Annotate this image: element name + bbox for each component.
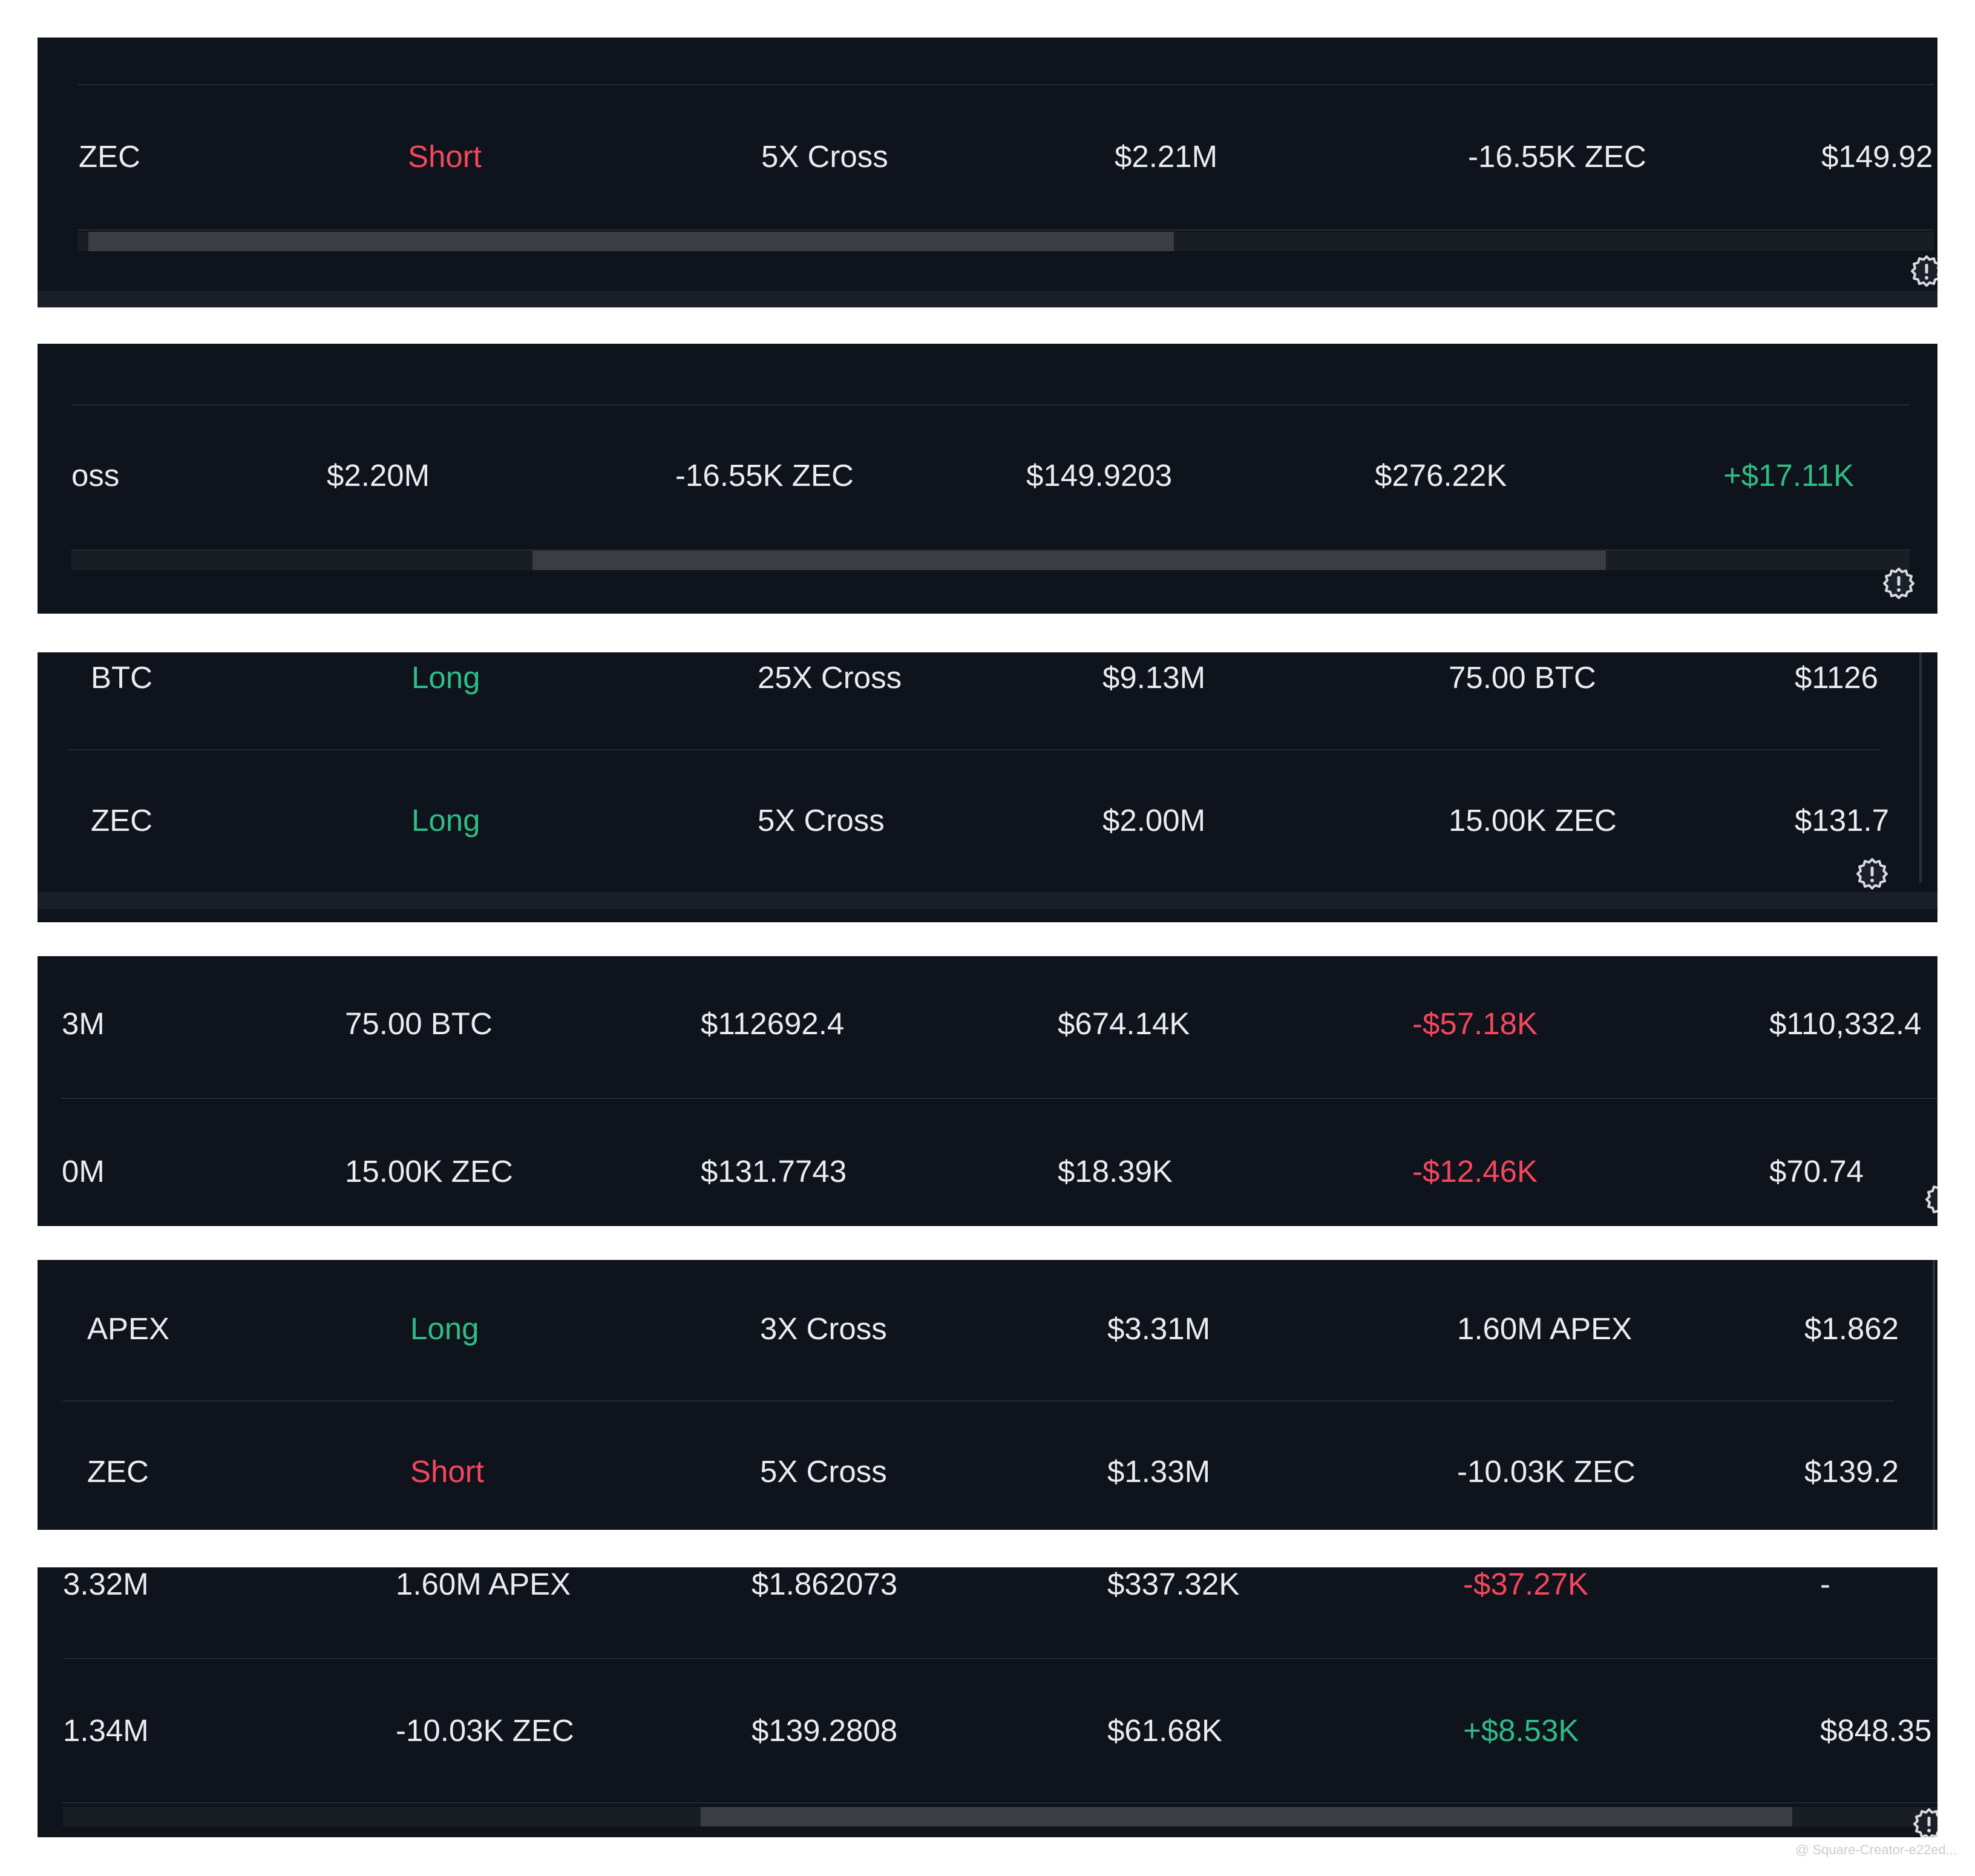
table-cell: Short <box>408 139 482 174</box>
table-cell: $337.32K <box>1107 1567 1240 1601</box>
table-cell: - <box>1820 1567 1830 1601</box>
table-cell: -$12.46K <box>1412 1154 1538 1189</box>
table-cell: Long <box>411 660 480 695</box>
table-cell: $1.862073 <box>752 1567 898 1601</box>
row-divider <box>67 749 1881 750</box>
row-divider <box>77 84 1934 85</box>
row-divider <box>77 229 1934 231</box>
table-cell: 3.32M <box>63 1567 149 1601</box>
positions-panel: ZEC Short 5X Cross $2.21M -16.55K ZEC $149.92 <box>38 38 1937 307</box>
row-divider <box>71 549 1910 551</box>
table-cell: Long <box>410 1311 479 1346</box>
panel-footer-strip <box>38 290 1937 307</box>
positions-panel: 3.32M 1.60M APEX $1.862073 $337.32K -$37.27K… <box>38 1567 1937 1837</box>
scrollbar-thumb[interactable] <box>88 232 1174 251</box>
table-cell: $1.862 <box>1804 1311 1899 1346</box>
table-cell: oss <box>71 458 120 493</box>
table-cell: $674.14K <box>1058 1006 1190 1041</box>
table-cell: 25X Cross <box>758 660 902 695</box>
table-cell: $1126 <box>1795 660 1879 695</box>
positions-panel: oss $2.20M -16.55K ZEC $149.9203 $276.22K +$1… <box>38 344 1937 614</box>
table-cell: $61.68K <box>1107 1713 1223 1748</box>
table-cell: $276.22K <box>1375 458 1507 493</box>
table-cell: 1.34M <box>63 1713 149 1748</box>
table-cell: $2.00M <box>1102 803 1206 838</box>
table-cell: -16.55K ZEC <box>675 458 854 493</box>
table-cell: +$17.11K <box>1723 458 1855 493</box>
positions-panel: BTC Long 25X Cross $9.13M 75.00 BTC $1126 ZEC L… <box>38 652 1937 922</box>
table-cell: $139.2808 <box>752 1713 898 1748</box>
table-cell: 1.60M APEX <box>396 1567 571 1601</box>
panel-footer-strip <box>38 892 1937 909</box>
table-cell: $149.9203 <box>1026 458 1173 493</box>
table-cell: $149.92 <box>1821 139 1933 174</box>
table-cell: 3M <box>62 1006 105 1041</box>
table-cell: -$57.18K <box>1412 1006 1538 1041</box>
table-cell: 15.00K ZEC <box>345 1154 513 1189</box>
table-cell: 5X Cross <box>758 803 885 838</box>
table-cell: -16.55K ZEC <box>1468 139 1646 174</box>
table-cell: 3X Cross <box>760 1311 887 1346</box>
table-cell: ZEC <box>79 139 140 174</box>
table-cell: $70.74 <box>1769 1154 1864 1189</box>
table-cell: $112692.4 <box>701 1006 845 1041</box>
table-cell: $3.31M <box>1107 1311 1211 1346</box>
row-divider <box>71 404 1910 405</box>
table-cell: -$37.27K <box>1463 1567 1588 1601</box>
table-cell: $1.33M <box>1107 1454 1211 1489</box>
feedback-alert-icon[interactable] <box>1912 1807 1937 1837</box>
table-cell: $131.7 <box>1795 803 1889 838</box>
positions-panel: APEX Long 3X Cross $3.31M 1.60M APEX $1.862 ZE… <box>38 1260 1937 1530</box>
table-cell: APEX <box>87 1311 170 1346</box>
row-divider <box>62 1098 1937 1099</box>
table-cell: ZEC <box>87 1454 149 1489</box>
table-cell: Long <box>411 803 480 838</box>
table-cell: $2.21M <box>1115 139 1218 174</box>
row-divider <box>63 1802 1937 1803</box>
feedback-alert-icon[interactable] <box>1910 254 1937 288</box>
table-cell: $848.35 <box>1820 1713 1932 1748</box>
table-cell: -10.03K ZEC <box>396 1713 574 1748</box>
feedback-alert-icon[interactable] <box>1924 1182 1937 1216</box>
watermark: @ Square-Creator-e22ed... <box>1795 1842 1957 1857</box>
table-cell: 5X Cross <box>761 139 888 174</box>
feedback-alert-icon[interactable] <box>1855 857 1889 891</box>
scrollbar-thumb[interactable] <box>532 551 1606 570</box>
table-cell: BTC <box>91 660 152 695</box>
table-cell: 15.00K ZEC <box>1449 803 1617 838</box>
row-divider <box>63 1400 1894 1402</box>
feedback-alert-icon[interactable] <box>1882 566 1916 600</box>
scrollbar-thumb[interactable] <box>701 1807 1792 1826</box>
table-cell: 1.60M APEX <box>1457 1311 1633 1346</box>
positions-panel: 3M 75.00 BTC $112692.4 $674.14K -$57.18K $110… <box>38 956 1937 1226</box>
table-cell: -10.03K ZEC <box>1457 1454 1636 1489</box>
table-cell: $139.2 <box>1804 1454 1899 1489</box>
table-cell: +$8.53K <box>1463 1713 1579 1748</box>
table-cell: $131.7743 <box>701 1154 847 1189</box>
table-cell: 75.00 BTC <box>1449 660 1596 695</box>
table-cell: 5X Cross <box>760 1454 887 1489</box>
table-cell: Short <box>410 1454 484 1489</box>
table-cell: $9.13M <box>1102 660 1206 695</box>
vertical-scrollbar[interactable] <box>1933 1260 1935 1530</box>
row-divider <box>63 1658 1937 1659</box>
table-cell: $110,332.4 <box>1769 1006 1922 1041</box>
table-cell: $18.39K <box>1058 1154 1173 1189</box>
vertical-scrollbar[interactable] <box>1919 652 1922 882</box>
table-cell: $2.20M <box>327 458 430 493</box>
table-cell: ZEC <box>91 803 152 838</box>
table-cell: 0M <box>62 1154 105 1189</box>
table-cell: 75.00 BTC <box>345 1006 493 1041</box>
